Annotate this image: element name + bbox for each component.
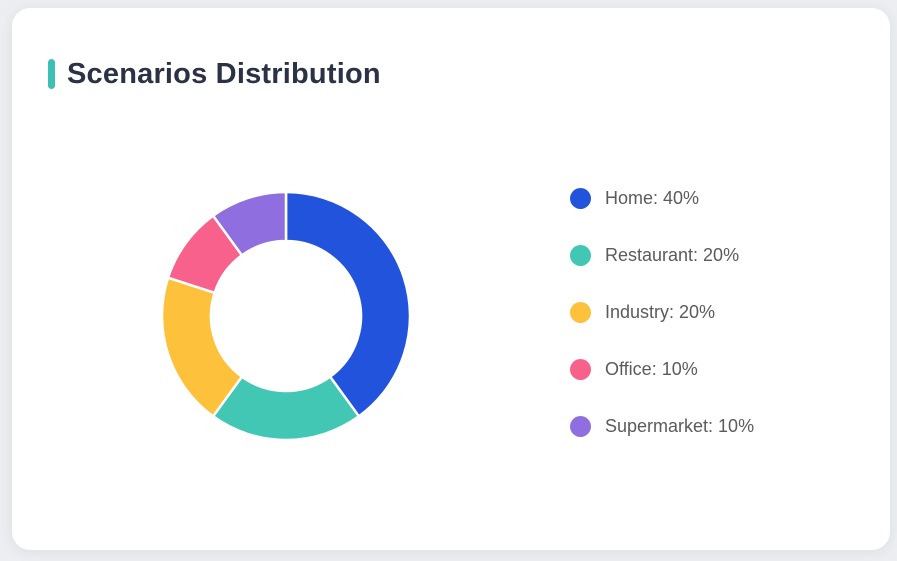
card-header: Scenarios Distribution: [48, 59, 381, 89]
legend-dot-supermarket: [570, 416, 591, 437]
scenarios-distribution-card: Scenarios Distribution Home: 40% Restaura…: [12, 8, 890, 550]
title-accent-bar: [48, 59, 55, 89]
legend-item-home[interactable]: Home: 40%: [570, 188, 754, 209]
legend-dot-restaurant: [570, 245, 591, 266]
legend-dot-industry: [570, 302, 591, 323]
legend-item-office[interactable]: Office: 10%: [570, 359, 754, 380]
legend-label-industry: Industry: 20%: [605, 302, 716, 322]
donut-chart: [161, 191, 411, 441]
legend-label-home: Home: 40%: [605, 188, 700, 208]
donut-chart-container: [161, 191, 411, 441]
donut-segment-home[interactable]: [284, 191, 411, 418]
legend-item-restaurant[interactable]: Restaurant: 20%: [570, 245, 754, 266]
legend-item-supermarket[interactable]: Supermarket: 10%: [570, 416, 754, 437]
page-title: Scenarios Distribution: [67, 57, 381, 90]
chart-legend: Home: 40% Restaurant: 20% Industry: 20% Off…: [570, 188, 754, 437]
donut-segment-supermarket[interactable]: [211, 191, 288, 257]
legend-label-office: Office: 10%: [605, 359, 698, 379]
legend-label-restaurant: Restaurant: 20%: [605, 245, 740, 265]
legend-label-supermarket: Supermarket: 10%: [605, 416, 755, 436]
legend-dot-home: [570, 188, 591, 209]
legend-item-industry[interactable]: Industry: 20%: [570, 302, 754, 323]
legend-dot-office: [570, 359, 591, 380]
